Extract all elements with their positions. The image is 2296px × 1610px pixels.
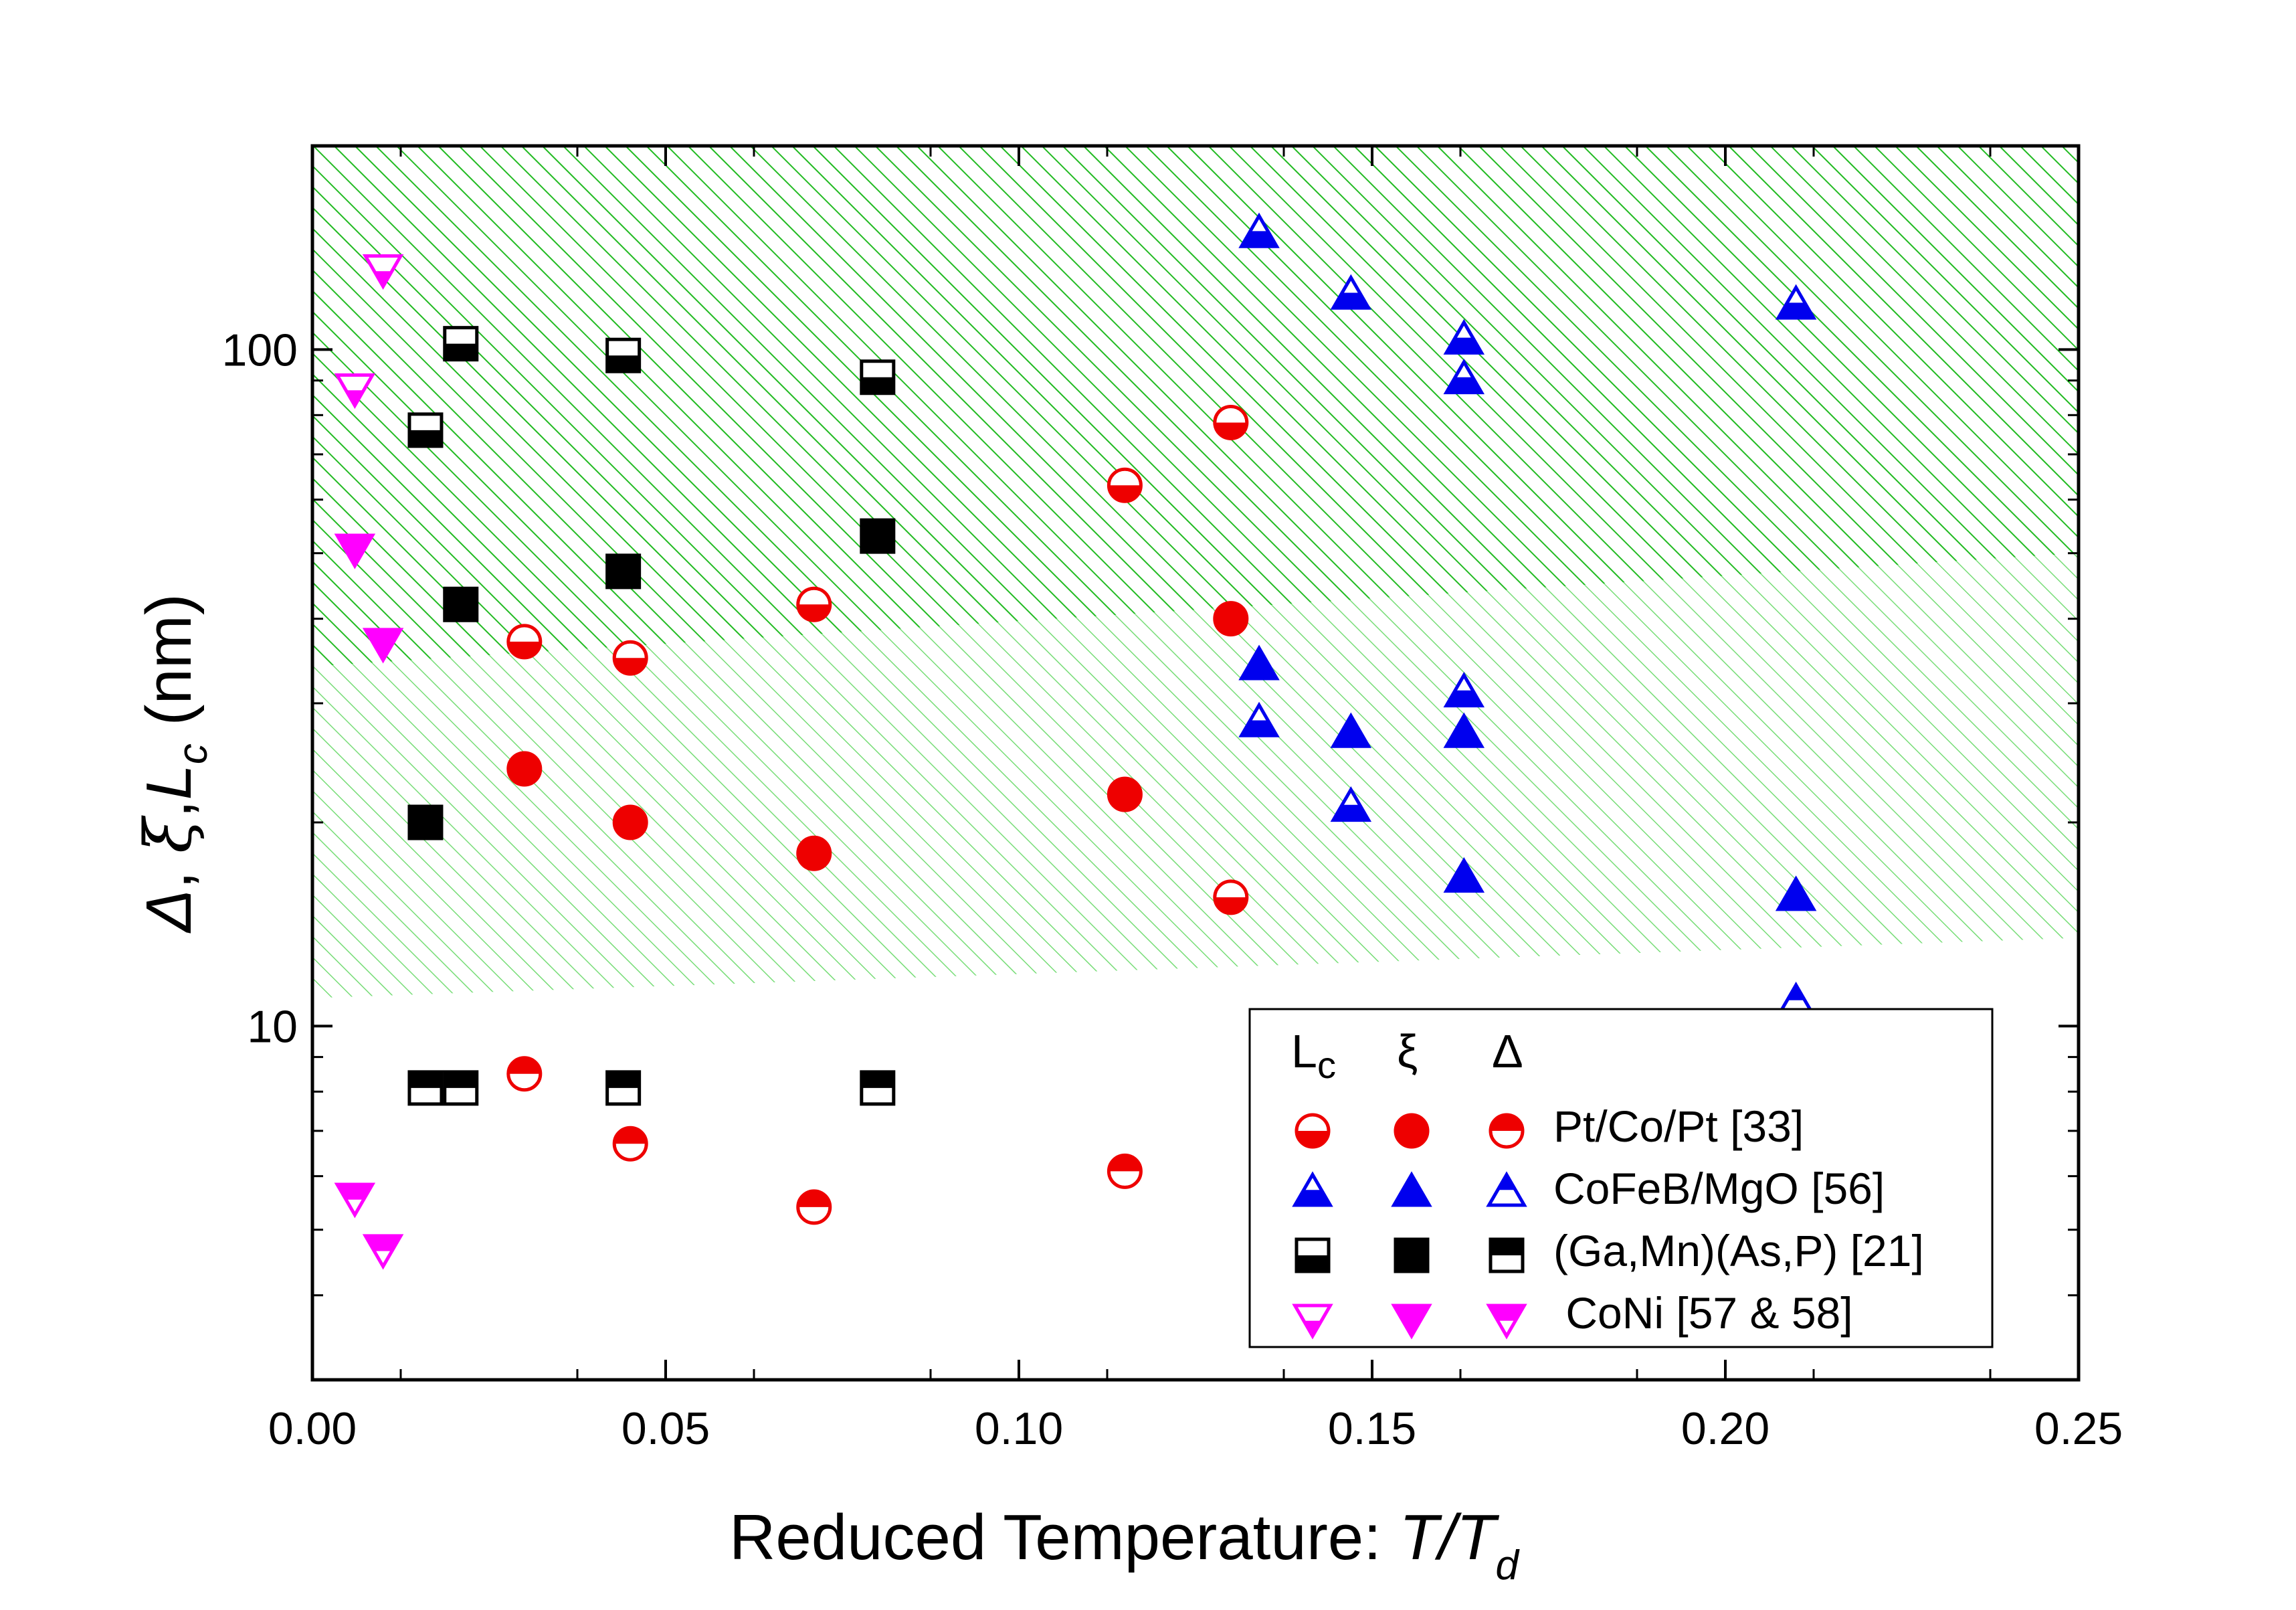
point-coni-delta bbox=[334, 1182, 376, 1219]
point-coni-lc bbox=[362, 254, 404, 290]
point-cofeb-mgo-xi bbox=[1330, 712, 1372, 748]
legend-marker-pt-co-pt-lc bbox=[1295, 1113, 1331, 1149]
point--ga-mn-as-p--delta bbox=[860, 1070, 896, 1106]
y-axis-title-xi: ξ bbox=[131, 815, 206, 853]
point--ga-mn-as-p--xi bbox=[443, 586, 479, 622]
point-cofeb-mgo-lc bbox=[1443, 671, 1485, 708]
point-pt-co-pt-xi bbox=[796, 835, 832, 871]
point-pt-co-pt-lc bbox=[612, 640, 648, 676]
y-tick-labels: 10 100 bbox=[222, 325, 298, 1052]
point-cofeb-mgo-lc bbox=[1238, 701, 1280, 737]
x-axis-title: Reduced Temperature: T/Td bbox=[729, 1502, 1520, 1589]
x-tick-label: 0.05 bbox=[621, 1403, 710, 1454]
point--ga-mn-as-p--delta bbox=[407, 1070, 444, 1106]
point-cofeb-mgo-lc bbox=[1330, 274, 1372, 310]
point-cofeb-mgo-lc bbox=[1443, 319, 1485, 355]
legend-entry-cofeb: CoFeB/MgO [56] bbox=[1553, 1164, 1885, 1213]
point-cofeb-mgo-lc bbox=[1775, 284, 1817, 320]
point--ga-mn-as-p--lc bbox=[443, 326, 479, 362]
x-tick-label: 0.20 bbox=[1681, 1403, 1769, 1454]
x-tick-label: 0.15 bbox=[1328, 1403, 1416, 1454]
y-axis-title-delta: Δ bbox=[133, 889, 205, 933]
y-tick-label: 10 bbox=[247, 1001, 298, 1052]
legend-box bbox=[1248, 1008, 1994, 1348]
y-axis-title-unit: (nm) bbox=[133, 594, 205, 743]
legend-header-lc-main: L bbox=[1291, 1025, 1317, 1077]
legend-marker-coni-xi bbox=[1391, 1304, 1432, 1340]
y-axis-title-sub: c bbox=[170, 743, 216, 764]
point--ga-mn-as-p--lc bbox=[407, 412, 444, 448]
legend-markers bbox=[1292, 1113, 1527, 1340]
band-light-hatch bbox=[312, 553, 2079, 998]
point-pt-co-pt-xi bbox=[1107, 776, 1143, 812]
legend-marker-cofeb-mgo-lc bbox=[1292, 1171, 1333, 1207]
legend-header-xi: ξ bbox=[1397, 1025, 1418, 1077]
legend-marker--ga-mn-as-p--delta bbox=[1489, 1237, 1525, 1273]
legend-marker--ga-mn-as-p--xi bbox=[1394, 1237, 1430, 1273]
point--ga-mn-as-p--delta bbox=[443, 1070, 479, 1106]
x-tick-label: 0.25 bbox=[2034, 1403, 2123, 1454]
point-pt-co-pt-delta bbox=[796, 1189, 832, 1225]
point--ga-mn-as-p--xi bbox=[860, 518, 896, 554]
legend-marker--ga-mn-as-p--lc bbox=[1295, 1237, 1331, 1273]
point-coni-xi bbox=[334, 533, 376, 569]
point-cofeb-mgo-lc bbox=[1443, 359, 1485, 395]
legend-marker-cofeb-mgo-delta bbox=[1486, 1171, 1527, 1207]
point--ga-mn-as-p--xi bbox=[605, 553, 642, 590]
y-axis-title-sep2: , bbox=[133, 800, 205, 818]
legend-header-lc: Lc bbox=[1291, 1025, 1336, 1086]
legend: Lc ξ Δ Pt/Co/Pt [33] CoFeB/MgO [56] (Ga,… bbox=[1248, 1008, 1994, 1348]
point-cofeb-mgo-xi bbox=[1775, 875, 1817, 911]
x-tick-label: 0.00 bbox=[268, 1403, 357, 1454]
shaded-bands bbox=[312, 146, 2079, 998]
x-axis-title-main: Reduced Temperature: bbox=[729, 1502, 1399, 1573]
point-cofeb-mgo-xi bbox=[1238, 644, 1280, 681]
point-pt-co-pt-xi bbox=[1213, 601, 1249, 637]
point-coni-delta bbox=[362, 1234, 404, 1270]
point-coni-lc bbox=[334, 373, 376, 410]
legend-marker-pt-co-pt-xi bbox=[1394, 1113, 1430, 1149]
point-pt-co-pt-lc bbox=[1213, 879, 1249, 915]
point-pt-co-pt-lc bbox=[796, 586, 832, 622]
legend-marker-cofeb-mgo-xi bbox=[1391, 1171, 1432, 1207]
point-cofeb-mgo-xi bbox=[1443, 712, 1485, 748]
point-pt-co-pt-xi bbox=[506, 751, 543, 787]
x-tick-labels: 0.00 0.05 0.10 0.15 0.20 0.25 bbox=[268, 1403, 2123, 1454]
point--ga-mn-as-p--delta bbox=[605, 1070, 642, 1106]
legend-header-delta: Δ bbox=[1492, 1025, 1523, 1077]
x-axis-title-var: T/T bbox=[1400, 1502, 1500, 1573]
point-cofeb-mgo-xi bbox=[1443, 857, 1485, 893]
point-pt-co-pt-lc bbox=[506, 624, 543, 660]
y-axis-title-L: L bbox=[133, 764, 205, 800]
point-pt-co-pt-xi bbox=[612, 804, 648, 840]
band-dense-hatch bbox=[312, 146, 2079, 667]
y-axis-title: Δ, ξ,Lc (nm) bbox=[131, 594, 216, 933]
legend-header-lc-sub: c bbox=[1317, 1044, 1336, 1086]
point-pt-co-pt-delta bbox=[506, 1056, 543, 1092]
plot-frame bbox=[310, 144, 2081, 1382]
point-cofeb-mgo-lc bbox=[1238, 212, 1280, 248]
legend-entry-ptcopt: Pt/Co/Pt [33] bbox=[1553, 1101, 1804, 1151]
point-coni-xi bbox=[362, 628, 404, 664]
legend-marker-pt-co-pt-delta bbox=[1489, 1113, 1525, 1149]
point-pt-co-pt-lc bbox=[1107, 467, 1143, 503]
legend-entry-gamnas: (Ga,Mn)(As,P) [21] bbox=[1553, 1226, 1924, 1275]
point-pt-co-pt-lc bbox=[1213, 404, 1249, 440]
legend-entry-coni: CoNi [57 & 58] bbox=[1553, 1288, 1853, 1338]
point--ga-mn-as-p--xi bbox=[407, 804, 444, 840]
point-pt-co-pt-delta bbox=[1107, 1153, 1143, 1189]
y-tick-label: 100 bbox=[222, 325, 298, 375]
y-axis-title-sep1: , bbox=[133, 853, 205, 889]
legend-marker-coni-lc bbox=[1292, 1304, 1333, 1340]
x-tick-label: 0.10 bbox=[975, 1403, 1063, 1454]
x-axis-title-sub: d bbox=[1495, 1542, 1520, 1589]
point--ga-mn-as-p--lc bbox=[605, 337, 642, 373]
point-pt-co-pt-delta bbox=[612, 1126, 648, 1162]
point--ga-mn-as-p--lc bbox=[860, 359, 896, 395]
legend-marker-coni-delta bbox=[1486, 1304, 1527, 1340]
point-cofeb-mgo-lc bbox=[1330, 786, 1372, 822]
